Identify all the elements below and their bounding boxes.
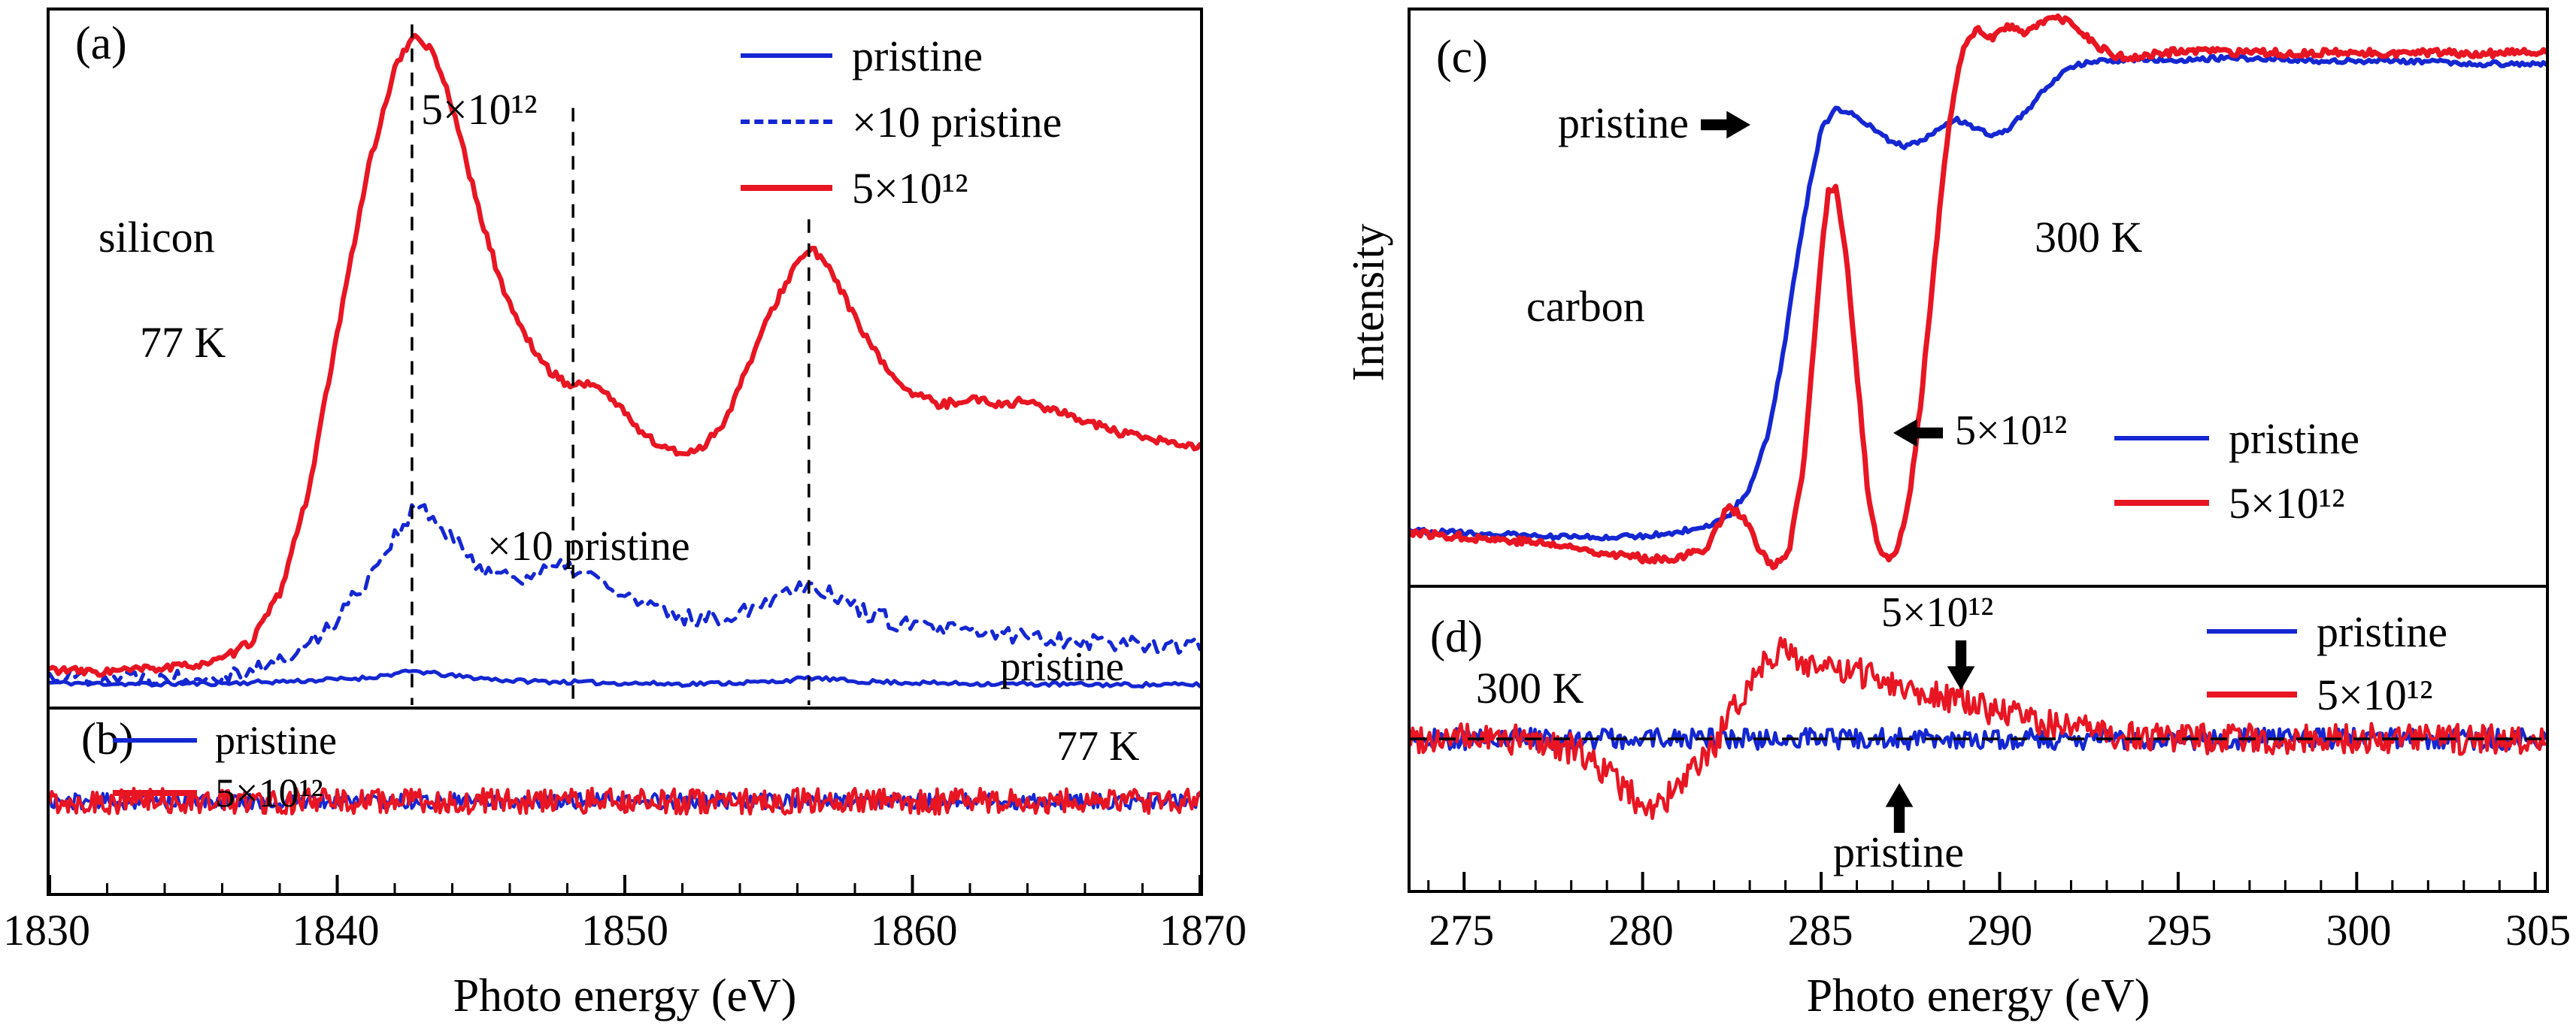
legend-panel-d: pristine 5×10¹²: [2207, 600, 2447, 726]
annotation-c-temperature: 300 K: [2035, 213, 2143, 262]
annotation-b-temperature: 77 K: [1056, 723, 1140, 770]
legend-label: pristine: [852, 31, 983, 80]
annotation-x10-pristine: ×10 pristine: [487, 523, 690, 570]
panel-b: [47, 710, 1203, 896]
panel-a-letter: (a): [75, 18, 127, 69]
panel-d-letter: (d): [1430, 612, 1483, 661]
annotation-carbon: carbon: [1526, 282, 1645, 331]
legend-line-solid-blue-icon: [113, 738, 197, 743]
legend-label: 5×10¹²: [2317, 670, 2433, 719]
tick-label: 1870: [1159, 906, 1247, 955]
legend-item: pristine: [741, 23, 1062, 89]
annotation-d-temperature: 300 K: [1476, 664, 1584, 713]
panel-a-plot: [50, 24, 1200, 705]
annotation-c-dose: 5×10¹²: [1955, 407, 2068, 454]
annotation-a-temperature: 77 K: [140, 318, 226, 367]
legend-label: 5×10¹²: [852, 163, 968, 213]
left-x-axis-tick-labels: 1830 1840 1850 1860 1870: [3, 905, 1247, 961]
legend-item: 5×10¹²: [2114, 471, 2359, 535]
right-y-axis-title: Intensity: [1343, 223, 1393, 382]
panel-d-plot: [1411, 636, 2546, 890]
legend-item: pristine: [113, 714, 337, 767]
panel-c-plot: [1411, 13, 2546, 570]
legend-line-solid-blue-icon: [2207, 629, 2297, 634]
legend-label: pristine: [2317, 607, 2447, 656]
legend-panel-c: pristine 5×10¹²: [2114, 406, 2359, 535]
panel-b-plot: [50, 786, 1200, 893]
legend-line-solid-red-icon: [2207, 692, 2297, 698]
tick-label: 290: [1967, 906, 2033, 955]
legend-label: ×10 pristine: [852, 97, 1062, 147]
annotation-a-pristine: pristine: [1000, 643, 1124, 689]
panel-c-letter: (c): [1436, 32, 1488, 83]
legend-line-solid-red-icon: [741, 185, 832, 191]
legend-line-solid-red-icon: [113, 790, 197, 796]
legend-line-dashed-blue-icon: [741, 120, 832, 124]
legend-label: 5×10¹²: [215, 770, 323, 816]
annotation-silicon: silicon: [98, 213, 215, 262]
tick-label: 275: [1429, 906, 1495, 955]
tick-label: 285: [1787, 906, 1853, 955]
tick-label: 305: [2505, 906, 2571, 955]
legend-label: pristine: [2229, 413, 2359, 463]
tick-label: 300: [2326, 906, 2392, 955]
tick-label: 295: [2146, 906, 2212, 955]
tick-label: 1860: [870, 906, 958, 955]
annotation-d-dose: 5×10¹²: [1881, 589, 1994, 636]
legend-item: ×10 pristine: [741, 89, 1062, 155]
panel-a: [47, 8, 1203, 710]
tick-label: 1840: [292, 906, 380, 955]
legend-item: pristine: [2114, 406, 2359, 471]
legend-label: 5×10¹²: [2229, 478, 2345, 528]
right-x-axis-tick-labels: 275 280 285 290 295 300 305: [1408, 905, 2571, 961]
tick-label: 1830: [3, 906, 90, 955]
annotation-c-pristine: pristine: [1558, 98, 1689, 147]
legend-line-solid-red-icon: [2114, 500, 2209, 506]
panel-c: [1408, 8, 2549, 588]
right-x-axis-title: Photo energy (eV): [1806, 970, 2150, 1021]
legend-item: pristine: [2207, 600, 2447, 663]
tick-label: 1850: [581, 906, 668, 955]
panel-d: [1408, 588, 2549, 893]
legend-item: 5×10¹²: [113, 767, 337, 819]
legend-item: 5×10¹²: [2207, 663, 2447, 726]
left-x-axis-title: Photo energy (eV): [453, 970, 797, 1021]
legend-line-solid-blue-icon: [2114, 436, 2209, 440]
legend-panel-b: pristine 5×10¹²: [113, 714, 337, 819]
legend-line-solid-blue-icon: [741, 53, 832, 58]
legend-panel-a: pristine ×10 pristine 5×10¹²: [741, 23, 1062, 221]
legend-label: pristine: [215, 718, 337, 763]
annotation-a-dose: 5×10¹²: [421, 85, 538, 134]
legend-item: 5×10¹²: [741, 155, 1062, 221]
tick-label: 280: [1608, 906, 1674, 955]
annotation-d-pristine: pristine: [1833, 828, 1964, 876]
